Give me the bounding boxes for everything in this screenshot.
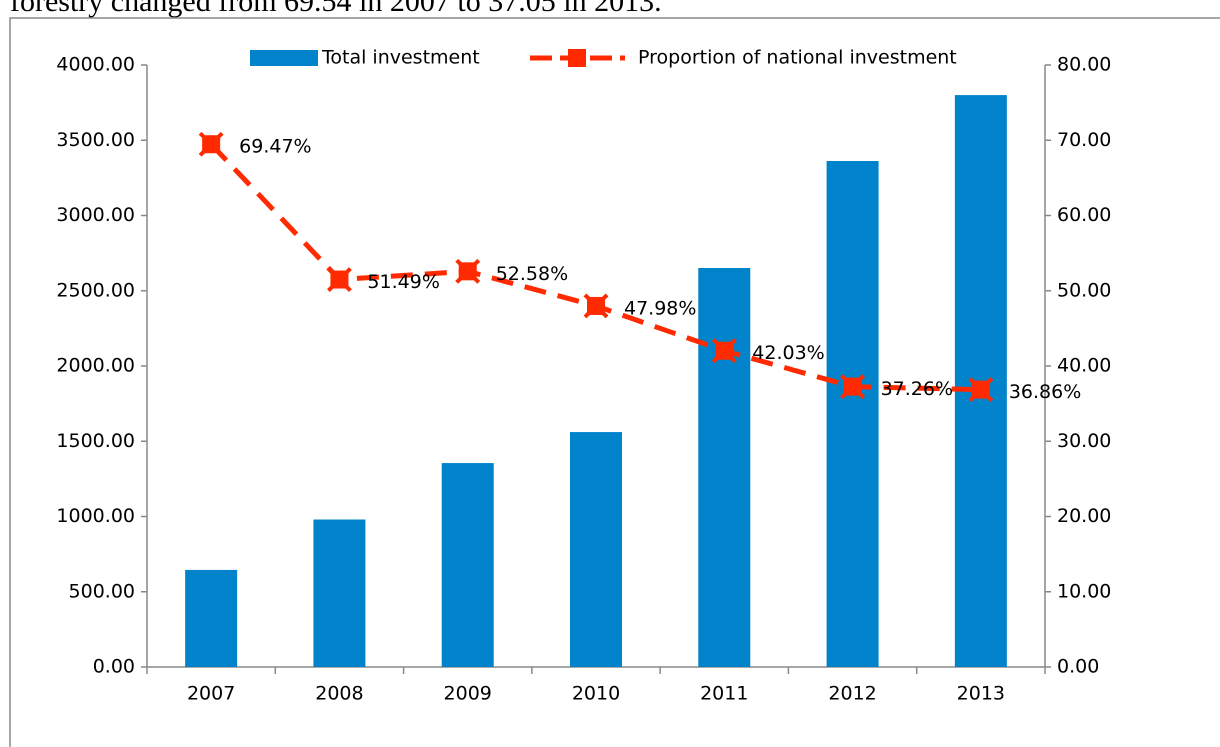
caption: forestry changed from 69.54 in 2007 to 3… (10, 0, 662, 18)
y-tick-label: 1000.00 (56, 505, 135, 527)
x-tick-label: 2008 (315, 683, 363, 705)
y-tick-label: 1500.00 (56, 430, 135, 452)
y2-tick-label: 80.00 (1057, 54, 1111, 76)
legend-swatch (250, 50, 318, 66)
x-tick-label: 2007 (187, 683, 235, 705)
marker-x (583, 293, 609, 319)
y2-tick-label: 0.00 (1057, 656, 1099, 678)
x-tick-label: 2009 (444, 683, 492, 705)
y2-tick-label: 70.00 (1057, 129, 1111, 151)
y2-tick-label: 20.00 (1057, 505, 1111, 527)
y-tick-label: 2500.00 (56, 279, 135, 301)
y-tick-label: 0.00 (93, 656, 135, 678)
bar (826, 161, 879, 668)
y-tick-label: 3500.00 (56, 129, 135, 151)
y-tick-label: 2000.00 (56, 355, 135, 377)
legend-marker (568, 49, 586, 67)
y-tick-label: 3000.00 (56, 204, 135, 226)
marker-x (327, 267, 352, 292)
y-tick-label: 500.00 (69, 580, 135, 602)
bar (441, 463, 494, 667)
x-tick-label: 2011 (700, 683, 748, 705)
data-label: 51.49% (367, 271, 439, 293)
data-label: 47.98% (624, 297, 696, 319)
legend-label: Total investment (321, 47, 480, 69)
data-label: 69.47% (239, 136, 311, 158)
x-tick-label: 2010 (572, 683, 620, 705)
y2-tick-label: 50.00 (1057, 279, 1111, 301)
bar (570, 432, 622, 667)
y2-tick-label: 10.00 (1057, 580, 1111, 602)
marker-x (968, 377, 994, 403)
y-tick-label: 4000.00 (56, 54, 135, 76)
bar (698, 268, 751, 667)
legend-label: Proportion of national investment (638, 47, 957, 69)
data-label: 37.26% (881, 378, 953, 400)
data-label: 52.58% (496, 263, 568, 285)
data-label: 36.86% (1009, 381, 1081, 403)
x-tick-label: 2012 (828, 683, 876, 705)
data-label: 42.03% (752, 342, 824, 364)
y2-tick-label: 60.00 (1057, 204, 1111, 226)
bar (185, 569, 238, 667)
bar (313, 519, 366, 667)
marker-x (455, 258, 481, 284)
y2-tick-label: 40.00 (1057, 355, 1111, 377)
marker-x (840, 374, 865, 400)
x-tick-label: 2013 (957, 683, 1005, 705)
marker-x (198, 131, 224, 157)
marker-x (711, 338, 737, 364)
chart-frame (9, 17, 1220, 747)
y2-tick-label: 30.00 (1057, 430, 1111, 452)
